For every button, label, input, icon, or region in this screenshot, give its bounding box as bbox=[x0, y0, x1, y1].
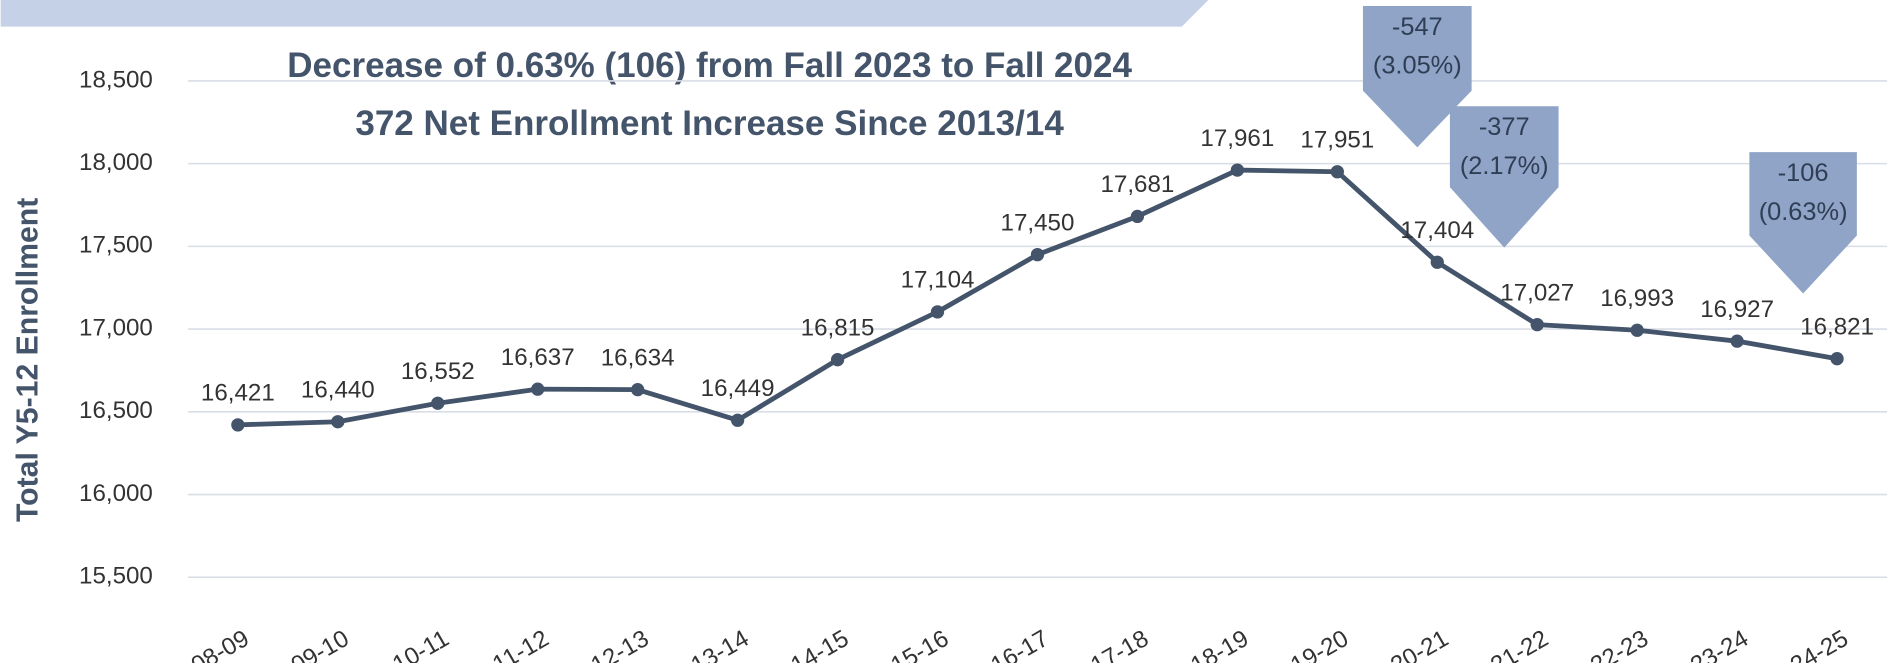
data-label: 16,821 bbox=[1800, 314, 1874, 341]
x-tick-label: 08-09 bbox=[187, 625, 254, 663]
callout-arrow bbox=[1449, 106, 1559, 248]
data-point bbox=[1630, 323, 1644, 337]
data-label: 16,634 bbox=[601, 344, 675, 371]
data-point bbox=[1730, 334, 1744, 348]
x-tick-label: 21-22 bbox=[1486, 625, 1553, 663]
y-tick-label: 17,000 bbox=[79, 314, 153, 341]
x-tick-label: 09-10 bbox=[287, 625, 354, 663]
x-tick-label: 12-13 bbox=[587, 625, 654, 663]
banner bbox=[0, 0, 1209, 27]
x-tick-label: 10-11 bbox=[388, 625, 453, 663]
data-point bbox=[1530, 317, 1544, 332]
x-tick-label: 14-15 bbox=[786, 625, 853, 663]
y-tick-label: 18,000 bbox=[79, 149, 153, 176]
callout-text: -377 bbox=[1479, 113, 1530, 141]
data-label: 17,951 bbox=[1300, 127, 1374, 154]
data-label: 16,637 bbox=[501, 344, 575, 371]
data-point bbox=[331, 415, 345, 429]
y-tick-label: 17,500 bbox=[79, 232, 153, 259]
x-tick-label: 22-23 bbox=[1586, 625, 1653, 663]
callout-text: (2.17%) bbox=[1460, 152, 1549, 180]
data-point bbox=[1830, 352, 1844, 366]
x-tick-label: 20-21 bbox=[1386, 625, 1453, 663]
y-axis-label: Total Y5-12 Enrollment bbox=[12, 198, 45, 522]
y-tick-label: 16,000 bbox=[79, 480, 153, 507]
data-point bbox=[1330, 165, 1344, 179]
data-point bbox=[231, 418, 245, 432]
x-tick-label: 16-17 bbox=[986, 625, 1053, 663]
data-label: 16,552 bbox=[401, 358, 475, 385]
data-label: 16,815 bbox=[801, 315, 875, 342]
data-point bbox=[1430, 255, 1444, 269]
x-tick-label: 11-12 bbox=[488, 625, 553, 663]
x-tick-label: 13-14 bbox=[686, 625, 753, 663]
x-tick-label: 19-20 bbox=[1286, 625, 1353, 663]
data-label: 17,450 bbox=[1001, 209, 1075, 236]
x-tick-label: 18-19 bbox=[1186, 625, 1253, 663]
data-label: 17,961 bbox=[1200, 125, 1274, 152]
data-point bbox=[1230, 163, 1245, 177]
title-line: Decrease of 0.63% (106) from Fall 2023 t… bbox=[287, 46, 1132, 85]
callout-text: -106 bbox=[1778, 159, 1829, 187]
series-line bbox=[237, 167, 1838, 428]
data-point bbox=[531, 382, 545, 396]
data-label: 17,104 bbox=[901, 267, 975, 294]
data-point bbox=[631, 382, 645, 397]
x-tick-label: 23-24 bbox=[1686, 625, 1753, 663]
data-point bbox=[930, 305, 945, 319]
x-tick-label: 24-25 bbox=[1786, 625, 1853, 663]
callout-arrow bbox=[1749, 152, 1857, 294]
data-point bbox=[830, 353, 845, 367]
callout-arrow bbox=[1362, 6, 1472, 148]
data-point bbox=[1130, 209, 1145, 224]
data-label: 16,440 bbox=[301, 377, 375, 404]
data-point bbox=[730, 413, 745, 427]
data-label: 16,421 bbox=[201, 380, 275, 407]
callout-text: (0.63%) bbox=[1759, 198, 1848, 226]
data-label: 16,927 bbox=[1700, 296, 1774, 323]
x-tick-label: 17-18 bbox=[1086, 625, 1153, 663]
callout-text: (3.05%) bbox=[1373, 52, 1462, 80]
data-label: 17,027 bbox=[1500, 279, 1574, 306]
data-label: 17,681 bbox=[1100, 171, 1174, 198]
callout-text: -547 bbox=[1392, 13, 1443, 41]
y-tick-label: 15,500 bbox=[79, 563, 153, 590]
y-tick-label: 16,500 bbox=[79, 397, 153, 424]
title-line: 372 Net Enrollment Increase Since 2013/1… bbox=[355, 104, 1064, 143]
data-point bbox=[1030, 247, 1045, 262]
data-label: 16,449 bbox=[701, 375, 775, 402]
data-label: 17,404 bbox=[1400, 217, 1474, 244]
data-point bbox=[431, 396, 445, 410]
data-label: 16,993 bbox=[1600, 285, 1674, 312]
y-tick-label: 18,500 bbox=[79, 66, 153, 93]
x-tick-label: 15-16 bbox=[886, 625, 953, 663]
